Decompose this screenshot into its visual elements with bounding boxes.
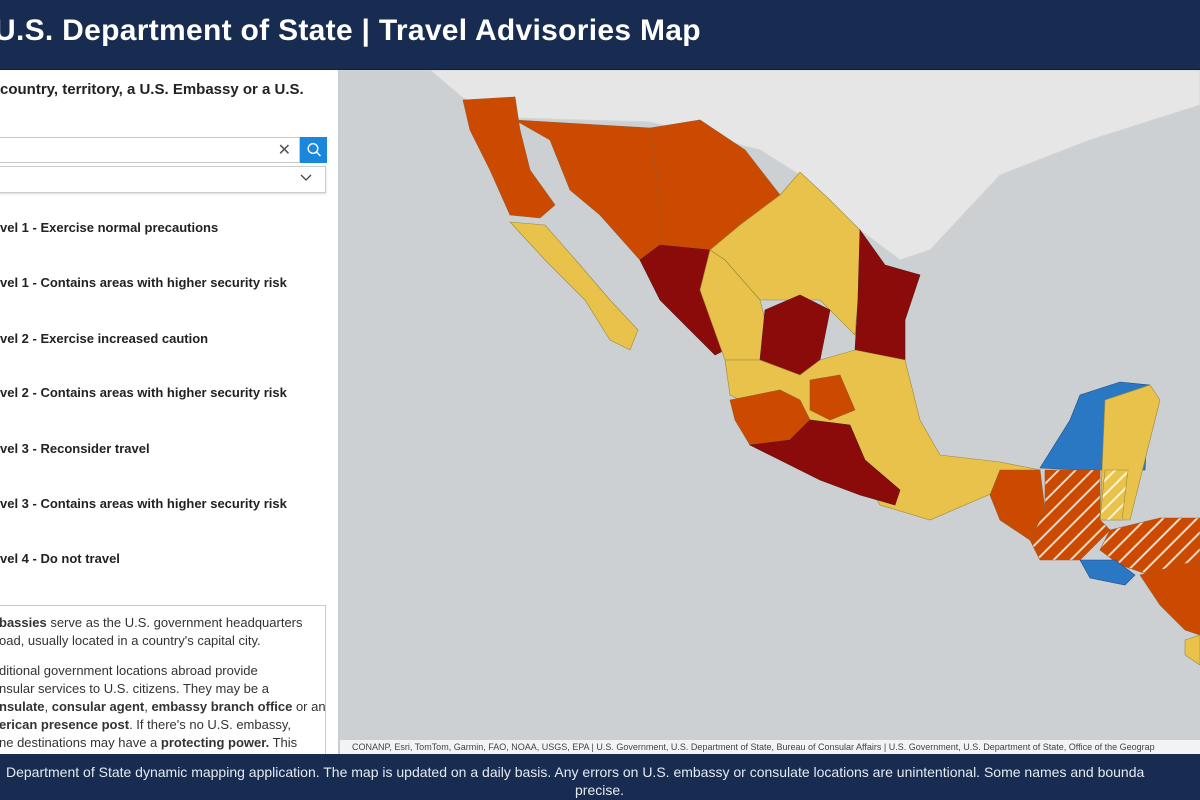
legend-item-level4[interactable]: vel 4 - Do not travel <box>0 551 120 566</box>
footer-line-1: Department of State dynamic mapping appl… <box>6 764 1145 780</box>
footer-line-2: precise. <box>575 782 625 798</box>
search-input[interactable]: ✕ <box>0 137 300 163</box>
search-prompt: country, territory, a U.S. Embassy or a … <box>0 81 304 98</box>
region-jalisco-east[interactable] <box>809 374 856 421</box>
footer-disclaimer: Department of State dynamic mapping appl… <box>0 754 1200 800</box>
close-icon[interactable]: ✕ <box>277 142 291 159</box>
region-belize[interactable] <box>1099 469 1129 521</box>
legend-item-level3[interactable]: vel 3 - Reconsider travel <box>0 441 150 456</box>
region-tamaulipas[interactable] <box>854 229 921 361</box>
legend-item-level2[interactable]: vel 2 - Exercise increased caution <box>0 331 209 346</box>
sidebar: country, territory, a U.S. Embassy or a … <box>0 70 340 754</box>
region-coahuila[interactable] <box>709 171 861 336</box>
country-nicaragua[interactable] <box>1139 559 1200 636</box>
legend-item-level1[interactable]: vel 1 - Exercise normal precautions <box>0 220 219 235</box>
map-attribution: CONANP, Esri, TomTom, Garmin, FAO, NOAA,… <box>340 740 1200 754</box>
map-view[interactable]: CONANP, Esri, TomTom, Garmin, FAO, NOAA,… <box>340 70 1200 754</box>
app-header: U.S. Department of State | Travel Adviso… <box>0 0 1200 70</box>
embassy-info: bassies serve as the U.S. government hea… <box>0 615 303 648</box>
filter-dropdown[interactable] <box>0 166 326 193</box>
search-icon <box>306 142 321 157</box>
country-el-salvador[interactable] <box>1079 559 1136 586</box>
consulate-info: ditional government locations abroad pro… <box>0 663 326 750</box>
region-baja-sur[interactable] <box>509 221 639 351</box>
info-panel: bassies serve as the U.S. government hea… <box>0 605 326 754</box>
map-canvas <box>340 70 1200 666</box>
legend-item-level3-risk[interactable]: vel 3 - Contains areas with higher secur… <box>0 496 287 511</box>
region-guerrero[interactable] <box>748 419 901 506</box>
page-title: U.S. Department of State | Travel Adviso… <box>0 14 701 47</box>
chevron-down-icon <box>300 174 312 181</box>
search-button[interactable] <box>300 137 327 163</box>
legend-item-level2-risk[interactable]: vel 2 - Contains areas with higher secur… <box>0 385 287 400</box>
country-costa-rica[interactable] <box>1184 634 1200 666</box>
legend-item-level1-risk[interactable]: vel 1 - Contains areas with higher secur… <box>0 275 287 290</box>
region-baja-california[interactable] <box>462 96 556 219</box>
